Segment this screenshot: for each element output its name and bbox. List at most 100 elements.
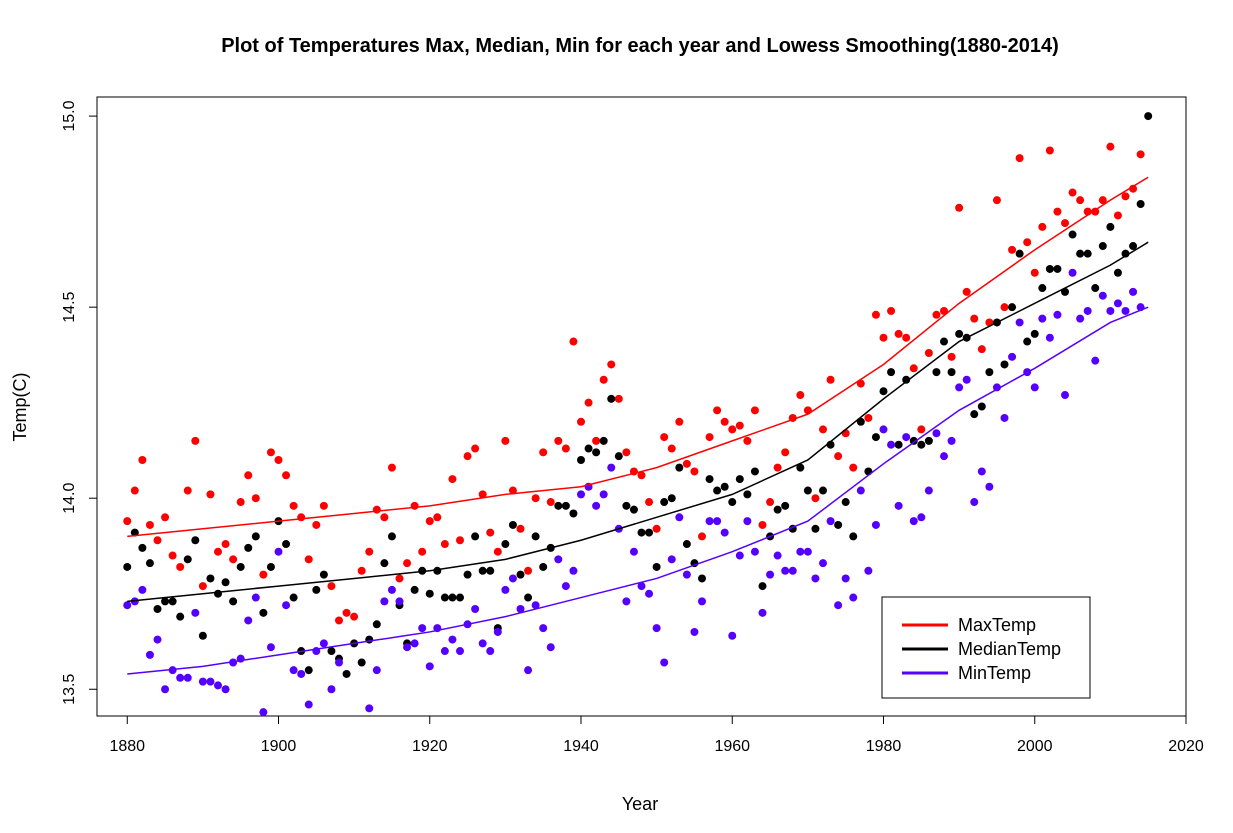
point-mintemp <box>1091 356 1100 365</box>
point-mintemp <box>834 601 843 610</box>
point-maxtemp <box>478 490 487 499</box>
point-mintemp <box>1098 291 1107 300</box>
point-maxtemp <box>539 448 548 457</box>
point-mintemp <box>682 570 691 579</box>
point-mintemp <box>826 517 835 526</box>
point-maxtemp <box>698 532 706 541</box>
point-mintemp <box>871 520 880 529</box>
point-mintemp <box>221 685 230 694</box>
point-mediantemp <box>955 329 964 338</box>
point-mediantemp <box>508 520 517 529</box>
point-mintemp <box>856 486 865 495</box>
point-mintemp <box>335 658 343 667</box>
point-maxtemp <box>1030 268 1039 277</box>
point-maxtemp <box>1015 154 1024 163</box>
point-mediantemp <box>191 536 200 545</box>
point-mediantemp <box>924 436 933 445</box>
point-maxtemp <box>1053 207 1062 216</box>
point-mediantemp <box>304 666 313 675</box>
point-mintemp <box>1045 333 1054 342</box>
x-tick-label: 1980 <box>866 738 902 755</box>
point-mediantemp <box>803 486 812 495</box>
legend-label-mediantemp: MedianTemp <box>958 639 1061 659</box>
point-maxtemp <box>864 413 873 422</box>
point-mintemp <box>773 551 782 560</box>
point-maxtemp <box>1129 184 1138 193</box>
point-mediantemp <box>463 570 472 579</box>
point-maxtemp <box>781 448 790 457</box>
point-maxtemp <box>440 540 449 549</box>
point-mediantemp <box>1030 329 1039 338</box>
point-mintemp <box>917 513 926 522</box>
point-mintemp <box>1038 314 1047 323</box>
point-maxtemp <box>750 406 759 415</box>
point-maxtemp <box>667 444 676 453</box>
point-mintemp <box>803 547 812 556</box>
point-mintemp <box>410 639 419 648</box>
x-tick-label: 1920 <box>412 738 448 755</box>
point-mediantemp <box>1106 222 1115 231</box>
point-maxtemp <box>161 513 170 522</box>
point-mediantemp <box>675 463 684 472</box>
point-maxtemp <box>607 360 616 369</box>
point-mediantemp <box>1121 249 1130 258</box>
point-mintemp <box>1121 306 1130 315</box>
point-mediantemp <box>592 448 601 457</box>
point-mintemp <box>531 601 540 610</box>
point-mediantemp <box>1083 249 1092 258</box>
point-mediantemp <box>871 433 880 442</box>
point-maxtemp <box>577 417 585 426</box>
point-maxtemp <box>592 436 601 445</box>
point-mintemp <box>985 482 994 491</box>
point-mediantemp <box>811 524 820 533</box>
point-mediantemp <box>758 582 767 591</box>
point-maxtemp <box>871 310 880 319</box>
point-mediantemp <box>652 562 661 571</box>
point-mediantemp <box>221 578 230 587</box>
point-maxtemp <box>395 574 404 583</box>
point-maxtemp <box>1068 188 1077 197</box>
point-maxtemp <box>841 429 850 438</box>
point-mediantemp <box>456 593 464 602</box>
point-mediantemp <box>539 562 548 571</box>
point-mediantemp <box>516 570 525 579</box>
point-mintemp <box>713 517 722 526</box>
point-maxtemp <box>758 520 767 529</box>
point-mintemp <box>660 658 669 667</box>
point-maxtemp <box>251 494 260 503</box>
point-mediantemp <box>599 436 608 445</box>
point-mediantemp <box>327 647 336 656</box>
point-maxtemp <box>546 498 555 507</box>
point-mintemp <box>440 647 449 656</box>
point-mintemp <box>569 566 578 575</box>
point-mintemp <box>508 574 517 583</box>
point-mediantemp <box>879 387 888 396</box>
point-maxtemp <box>894 329 903 338</box>
point-maxtemp <box>244 471 253 480</box>
point-mintemp <box>297 669 306 678</box>
point-maxtemp <box>350 612 359 621</box>
y-axis-label: Temp(C) <box>10 372 30 441</box>
point-mediantemp <box>425 589 434 598</box>
point-mintemp <box>1068 268 1077 277</box>
point-mintemp <box>153 635 162 644</box>
point-mediantemp <box>1015 249 1024 258</box>
point-maxtemp <box>1113 211 1122 220</box>
point-mintemp <box>274 547 283 556</box>
point-mintemp <box>1030 383 1039 392</box>
point-mediantemp <box>947 368 956 377</box>
point-mintemp <box>123 601 132 610</box>
point-mintemp <box>372 666 381 675</box>
point-maxtemp <box>410 501 419 510</box>
point-mediantemp <box>796 463 805 472</box>
point-mintemp <box>705 517 714 526</box>
point-mediantemp <box>940 337 948 346</box>
point-maxtemp <box>1023 238 1032 247</box>
point-mintemp <box>282 601 291 610</box>
point-mintemp <box>690 627 699 636</box>
point-mediantemp <box>531 532 540 541</box>
point-mintemp <box>796 547 805 556</box>
point-mintemp <box>1083 306 1092 315</box>
point-mediantemp <box>145 559 154 568</box>
point-mintemp <box>251 593 260 602</box>
